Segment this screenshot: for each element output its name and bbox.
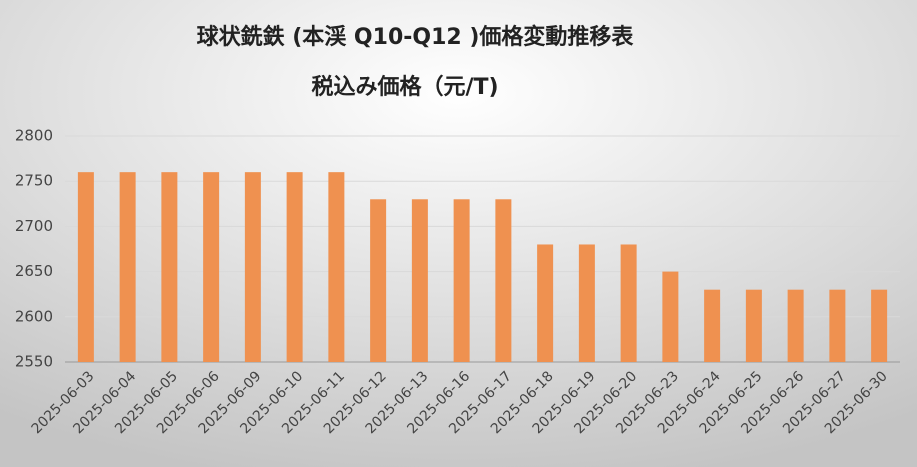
- bar: [662, 271, 679, 362]
- bar: [453, 199, 470, 362]
- y-tick-label: 2550: [15, 353, 53, 371]
- bar: [829, 289, 846, 362]
- bar: [578, 244, 595, 362]
- bar: [370, 199, 387, 362]
- bar: [411, 199, 428, 362]
- y-tick-label: 2700: [15, 217, 53, 235]
- bar: [871, 289, 888, 362]
- bar: [704, 289, 721, 362]
- bar: [119, 172, 136, 362]
- bar: [745, 289, 762, 362]
- y-tick-label: 2600: [15, 307, 53, 325]
- chart-title: 球状銑鉄 (本渓 Q10-Q12 )価格変動推移表: [197, 24, 635, 50]
- bar: [203, 172, 220, 362]
- y-tick-label: 2800: [15, 127, 53, 145]
- y-tick-label: 2750: [15, 172, 53, 190]
- bar: [537, 244, 554, 362]
- bar: [161, 172, 178, 362]
- bar: [787, 289, 804, 362]
- bar: [328, 172, 345, 362]
- bar: [620, 244, 637, 362]
- bar: [495, 199, 512, 362]
- bar: [244, 172, 261, 362]
- bar: [77, 172, 94, 362]
- chart-subtitle: 税込み価格（元/T): [311, 74, 498, 100]
- bar: [286, 172, 303, 362]
- y-tick-label: 2650: [15, 262, 53, 280]
